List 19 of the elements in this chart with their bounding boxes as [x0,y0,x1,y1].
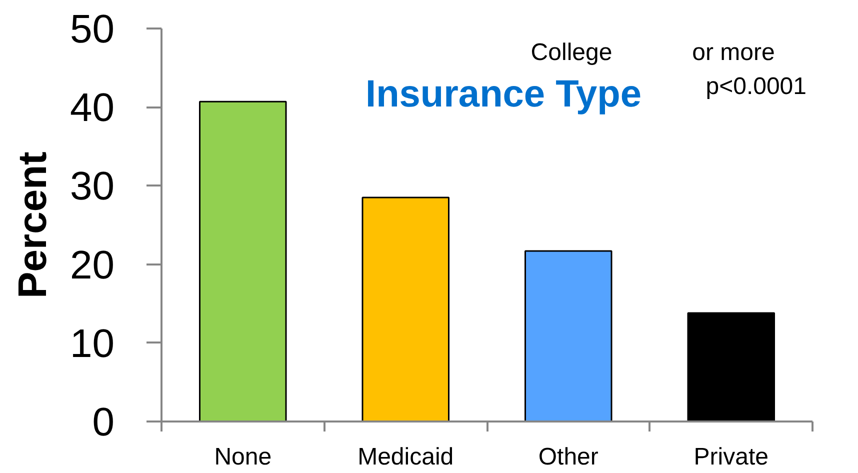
annotation: College [530,39,612,66]
x-tick-label: Private [694,444,768,470]
y-axis-title: Percent [11,152,56,298]
annotation: p<0.0001 [706,73,807,100]
x-tick-label: None [214,444,272,470]
bar [198,100,287,422]
y-tick-label: 0 [92,400,115,444]
x-tick-label: Medicaid [358,444,454,470]
y-tick-label: 10 [70,322,115,366]
y-tick-label: 20 [70,243,115,288]
x-tick-label: Other [538,444,598,470]
annotation: or more [692,39,775,66]
bar [362,196,450,422]
y-tick-label: 30 [70,164,115,209]
text: Insurance Type [366,74,642,116]
y-tick-label: 50 [70,8,115,52]
y-tick-label: 40 [70,86,115,130]
bar [524,250,612,422]
bar [687,312,776,422]
